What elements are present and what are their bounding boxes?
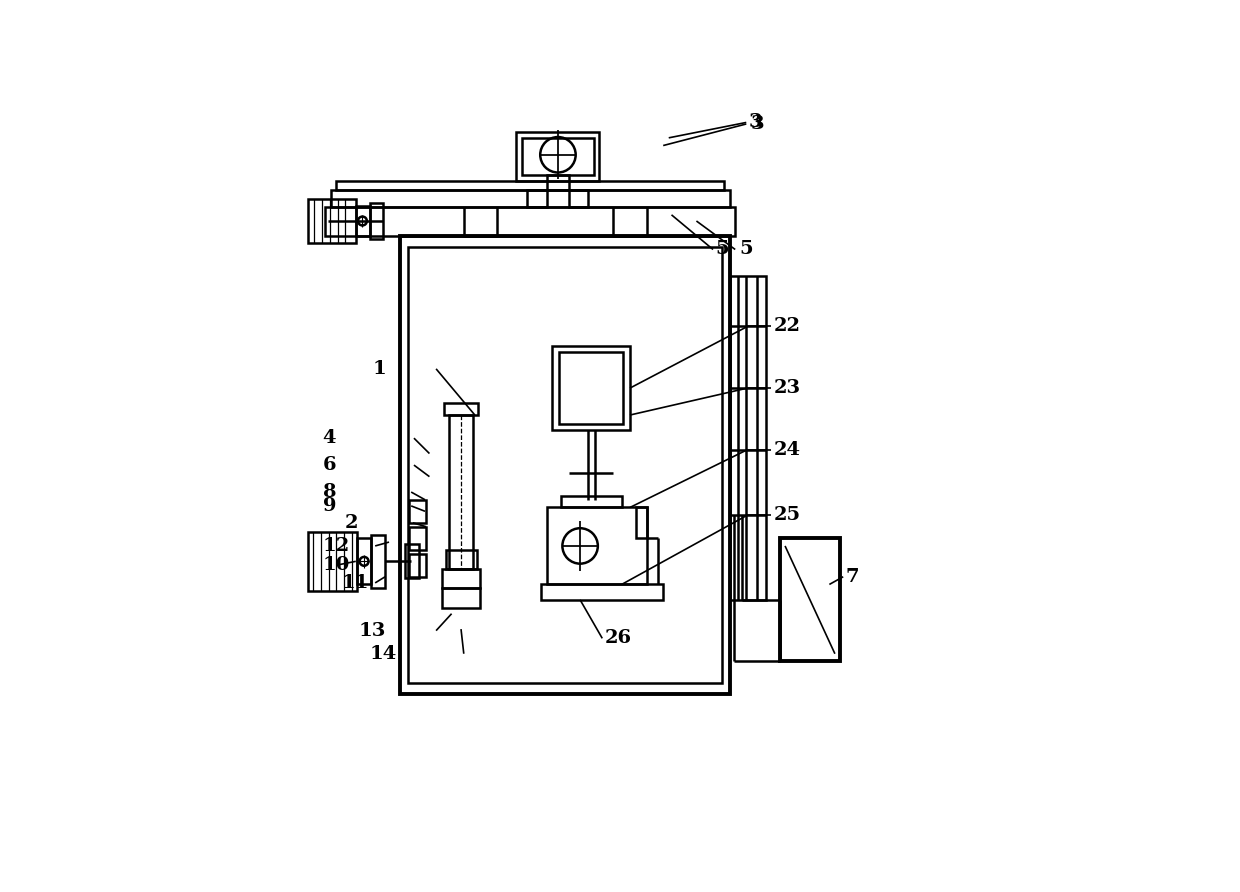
Bar	[357, 538, 371, 584]
Text: 26: 26	[605, 630, 632, 648]
Bar	[308, 533, 357, 591]
Text: 6: 6	[322, 456, 336, 474]
Bar	[569, 190, 589, 207]
Bar	[331, 190, 729, 207]
Bar	[559, 352, 624, 425]
Text: 23: 23	[774, 379, 801, 397]
Bar	[444, 403, 477, 415]
Text: 8: 8	[322, 483, 336, 501]
Text: 11: 11	[342, 574, 370, 592]
Bar	[635, 508, 646, 538]
Bar	[542, 584, 663, 599]
Text: 22: 22	[774, 318, 801, 335]
Bar	[441, 569, 480, 589]
Bar	[409, 526, 425, 549]
Text: 5: 5	[715, 241, 729, 259]
Bar	[336, 181, 724, 190]
Bar	[552, 346, 630, 431]
Text: 25: 25	[774, 506, 801, 524]
Bar	[408, 247, 722, 683]
Text: 13: 13	[358, 622, 386, 640]
Bar	[370, 202, 383, 239]
Bar	[527, 190, 547, 207]
Text: 5: 5	[739, 241, 753, 259]
Bar	[371, 535, 386, 588]
Bar	[409, 554, 425, 577]
Bar	[405, 544, 419, 578]
Text: 2: 2	[345, 514, 358, 532]
Text: 3: 3	[750, 115, 764, 133]
Bar	[547, 508, 646, 584]
Bar	[325, 207, 735, 236]
Bar	[308, 200, 356, 243]
Bar	[445, 549, 476, 569]
Bar	[516, 132, 599, 181]
Bar	[547, 175, 569, 190]
Text: 7: 7	[846, 567, 859, 586]
Bar	[560, 496, 621, 508]
Bar	[522, 138, 594, 175]
Bar	[729, 277, 765, 599]
Text: 14: 14	[370, 645, 397, 663]
Bar	[356, 205, 370, 236]
Text: 12: 12	[322, 537, 350, 555]
Bar	[401, 236, 729, 694]
Bar	[780, 538, 841, 662]
Text: 10: 10	[322, 557, 350, 574]
Bar	[409, 500, 425, 523]
Text: 3: 3	[749, 113, 763, 131]
Bar	[449, 415, 474, 569]
Bar	[441, 589, 480, 607]
Text: 1: 1	[372, 359, 386, 378]
Text: 4: 4	[322, 429, 336, 447]
Text: 9: 9	[322, 497, 336, 515]
Text: 24: 24	[774, 441, 801, 458]
